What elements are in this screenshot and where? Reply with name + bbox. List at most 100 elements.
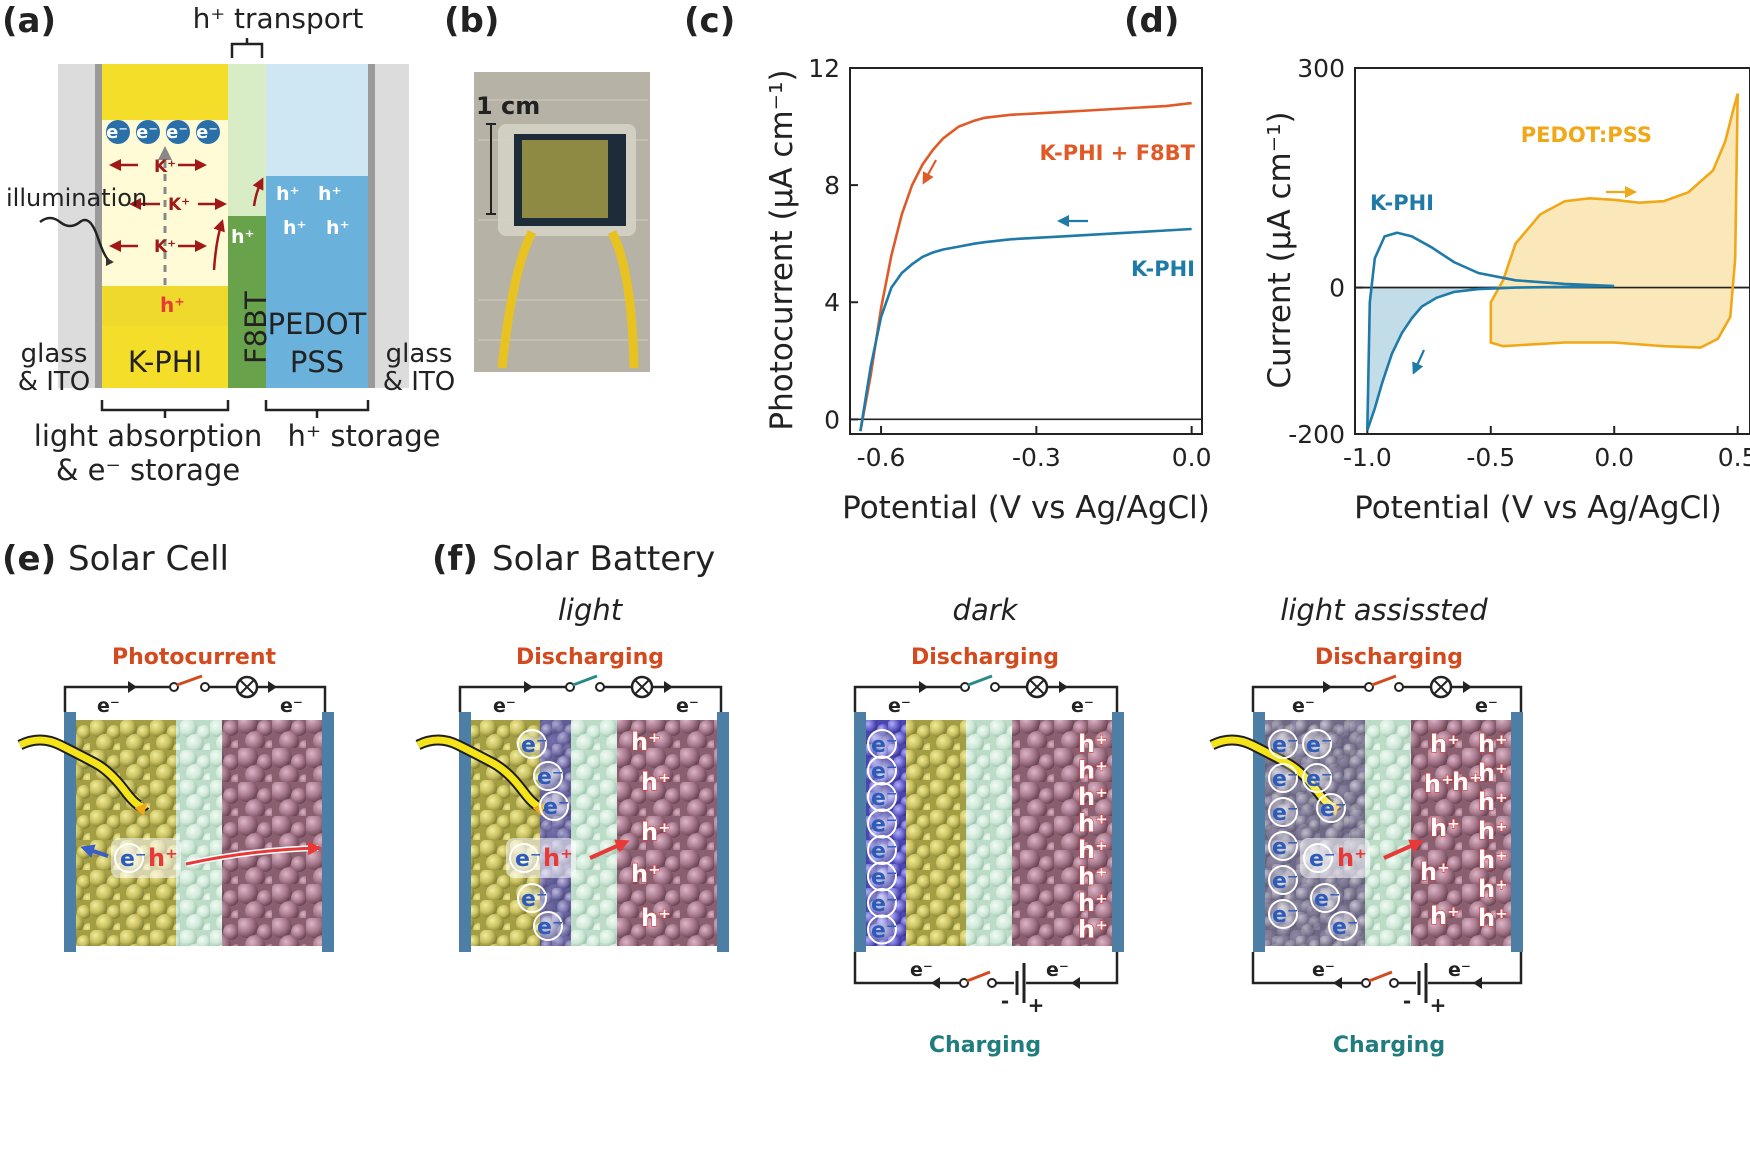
electron-bubble — [533, 911, 563, 941]
charging-label: Charging — [929, 1033, 1041, 1058]
y-tick-label: 0 — [824, 405, 840, 434]
x-tick-label: 0.5 — [1718, 443, 1750, 472]
panel-e-title: Solar Cell — [68, 539, 229, 579]
f8bt-particles — [571, 720, 617, 946]
wire-electron-label: e⁻ — [676, 695, 699, 717]
panel-b-label: (b) — [444, 1, 499, 41]
condition-label: dark — [953, 593, 1019, 627]
kphi-label: K-PHI — [128, 345, 202, 379]
electron-symbol: e⁻ — [136, 122, 158, 143]
f8bt-particles — [176, 720, 222, 946]
k-ion: K⁺ — [154, 237, 176, 257]
scan-direction-arrow — [1412, 349, 1426, 375]
f8bt-label: F8BT — [239, 291, 273, 364]
hole-label: h⁺ — [543, 844, 573, 872]
hole-label: h⁺ — [1478, 730, 1508, 758]
panel-f-title: Solar Battery — [492, 539, 715, 579]
panel-d-label: (d) — [1124, 1, 1179, 41]
pedot-label-1: PEDOT — [268, 307, 367, 341]
stored-electrons: e⁻ e⁻ e⁻ e⁻ e⁻ e⁻ e⁻ e⁻ e⁻ e⁻ e⁻ — [1268, 729, 1359, 941]
f8bt-filled — [228, 216, 266, 388]
pedot-filled — [266, 176, 368, 388]
y-tick-label: 0 — [1329, 274, 1345, 303]
electron-bubble — [1268, 865, 1298, 895]
hole-label: h⁺ — [1478, 904, 1508, 932]
k-ion-arrows — [109, 159, 227, 252]
electrode-right — [717, 712, 729, 952]
hole-transfer-arrow — [212, 219, 225, 271]
charged-kphi — [540, 720, 576, 946]
absorption-label-1: light absorption — [34, 419, 262, 453]
wire-electron-label: e⁻ — [493, 695, 516, 717]
electron-label: e⁻ — [1272, 835, 1299, 860]
x-tick-label: -0.6 — [857, 443, 906, 472]
glass-right-label-1: glass — [386, 339, 453, 369]
switch-arm — [572, 674, 598, 687]
hole-arrow — [1383, 839, 1424, 860]
k-ion: K⁺ — [154, 157, 176, 177]
photo-active-area — [522, 140, 608, 218]
hole-label: h⁺ — [1452, 768, 1482, 796]
stored-holes: h⁺h⁺h⁺h⁺h⁺h⁺h⁺h⁺ — [1077, 729, 1108, 944]
electron-label: e⁻ — [1306, 733, 1333, 758]
electron-label: e⁻ — [871, 733, 898, 758]
electron-label: e⁻ — [1272, 903, 1299, 928]
electron-bubble — [1302, 729, 1332, 759]
photo-wires — [497, 229, 639, 369]
panel-a: (a) e⁻ e⁻ e⁻ e⁻ K⁺ K⁺ K⁺ h⁺ h⁺ h⁺ h⁺ h⁺ … — [2, 1, 455, 487]
kphi-particles — [76, 720, 176, 946]
series-label: K-PHI — [1370, 191, 1434, 215]
hole-label: h⁺ — [1337, 844, 1367, 872]
kphi-hole-region — [102, 286, 228, 326]
hole-label: h⁺ — [1078, 916, 1108, 944]
hole-label: h⁺ — [318, 183, 342, 205]
transport-bracket — [230, 38, 264, 58]
panel-f: (f) Solar Battery light Discharging e⁻ e… — [415, 539, 1523, 1058]
k-ion-labels: K⁺ K⁺ K⁺ — [154, 157, 190, 257]
battery-light-assisted: light assissted Discharging e⁻ e⁻ e⁻e⁻e⁻… — [1209, 593, 1523, 1058]
x-tick-label: 0.0 — [1172, 443, 1212, 472]
discharging-label: Discharging — [516, 645, 664, 670]
hole-label: h⁺ — [1078, 730, 1108, 758]
glass-right — [375, 64, 409, 388]
scale-bar — [486, 123, 496, 215]
electron-label: e⁻ — [1272, 733, 1299, 758]
hole-label: h⁺ — [1430, 814, 1460, 842]
electron-label: e⁻ — [1314, 887, 1341, 912]
series-line-pedot — [1489, 93, 1739, 349]
electron-label: e⁻ — [537, 915, 564, 940]
switch-arm — [1368, 970, 1393, 983]
switch-arm — [176, 674, 203, 687]
electrode-right — [1112, 712, 1124, 952]
wire-electron-label: e⁻ — [97, 695, 120, 717]
electrode-left — [64, 712, 76, 952]
hole-transfer-arrow — [252, 177, 264, 207]
plot-frame — [849, 67, 1203, 435]
glass-right-label-2: & ITO — [383, 367, 456, 397]
h-transport-label: h⁺ transport — [193, 2, 364, 35]
hole-label: h⁺ — [1430, 730, 1460, 758]
hole-label: h⁺ — [326, 217, 350, 239]
x-axis-label: Potential (V vs Ag/AgCl) — [842, 490, 1210, 526]
hole-label: h⁺ — [1078, 757, 1108, 785]
photocurrent-label: Photocurrent — [112, 645, 277, 670]
glass-left-label-2: & ITO — [18, 367, 91, 397]
wire-electron-label: e⁻ — [280, 695, 303, 717]
x-tick-label: -1.0 — [1343, 443, 1392, 472]
electron-label: e⁻ — [871, 813, 898, 838]
light-icon — [416, 736, 546, 816]
electrode-left — [459, 712, 471, 952]
electron-label: e⁻ — [871, 892, 898, 917]
wire-electron-label: e⁻ — [910, 959, 933, 981]
discharging-label: Discharging — [911, 645, 1059, 670]
hole-label: h⁺ — [631, 860, 661, 888]
electron-bubble — [1268, 831, 1298, 861]
f8bt-particles — [1365, 720, 1411, 946]
y-tick-label: -200 — [1288, 420, 1345, 449]
battery-dark: dark Discharging e⁻ e⁻ e⁻e⁻e⁻e⁻e⁻e⁻e⁻e⁻ … — [853, 593, 1124, 1058]
plus-sign: + — [1028, 993, 1045, 1017]
electron-bubble — [867, 914, 897, 945]
electron-bubble — [1310, 883, 1340, 913]
wire-electron-label: e⁻ — [1292, 695, 1315, 717]
